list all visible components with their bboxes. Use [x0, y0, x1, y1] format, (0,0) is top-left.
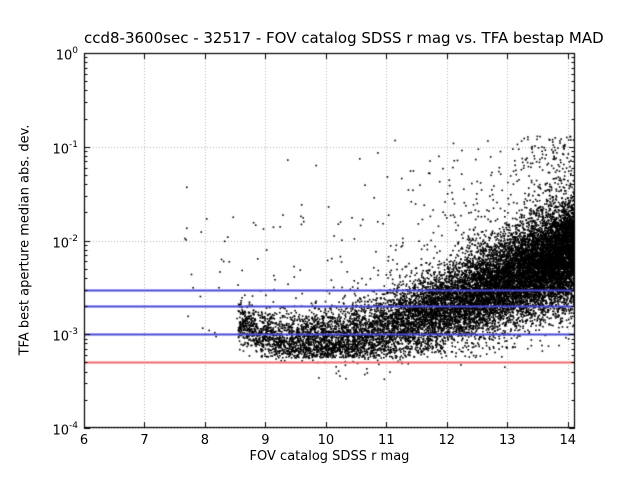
x-axis-label: FOV catalog SDSS r mag — [249, 449, 410, 464]
x-tick-label: 10 — [317, 433, 335, 448]
x-tick-label: 11 — [378, 433, 395, 448]
chart-title: ccd8-3600sec - 32517 - FOV catalog SDSS … — [84, 29, 604, 47]
x-tick-label: 7 — [140, 433, 149, 448]
y-tick-label: 10-4 — [52, 421, 78, 439]
x-tick-label: 12 — [438, 433, 456, 448]
y-tick-label: 10-3 — [52, 327, 78, 345]
y-tick-label: 10-2 — [52, 233, 78, 251]
y-tick-label: 100 — [55, 46, 78, 64]
x-tick-label: 6 — [79, 433, 89, 448]
x-tick-label: 8 — [200, 433, 210, 448]
x-tick-label: 13 — [498, 433, 516, 448]
x-tick-label: 9 — [261, 433, 270, 448]
x-tick-label: 14 — [559, 433, 576, 448]
y-tick-label: 10-1 — [52, 139, 78, 158]
